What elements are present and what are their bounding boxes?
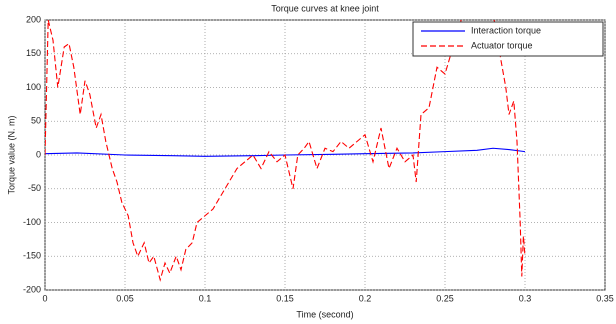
x-tick-label: 0.05: [116, 293, 134, 303]
y-tick-label: 150: [26, 48, 41, 58]
series-line: [45, 147, 526, 157]
x-tick-label: 0: [42, 293, 47, 303]
x-tick-label: 0.1: [199, 293, 212, 303]
y-tick-label: 100: [26, 82, 41, 92]
x-tick-label: 0.35: [596, 293, 614, 303]
y-tick-label: -200: [23, 284, 41, 294]
x-axis-label: Time (second): [296, 309, 353, 319]
y-tick-label: -50: [28, 183, 41, 193]
y-tick-label: 50: [31, 116, 41, 126]
x-tick-label: 0.2: [359, 293, 372, 303]
y-axis-label: Torque value (N. m): [6, 115, 16, 194]
y-tick-label: -100: [23, 217, 41, 227]
legend-label: Interaction torque: [471, 25, 541, 35]
x-tick-label: 0.15: [276, 293, 294, 303]
legend-box: [412, 21, 604, 57]
legend-label: Actuator torque: [471, 40, 533, 50]
y-tick-label: -150: [23, 251, 41, 261]
chart-title: Torque curves at knee joint: [271, 3, 379, 13]
x-tick-label: 0.25: [436, 293, 454, 303]
y-tick-label: 0: [36, 149, 41, 159]
y-tick-label: 200: [26, 14, 41, 24]
x-tick-label: 0.3: [519, 293, 532, 303]
